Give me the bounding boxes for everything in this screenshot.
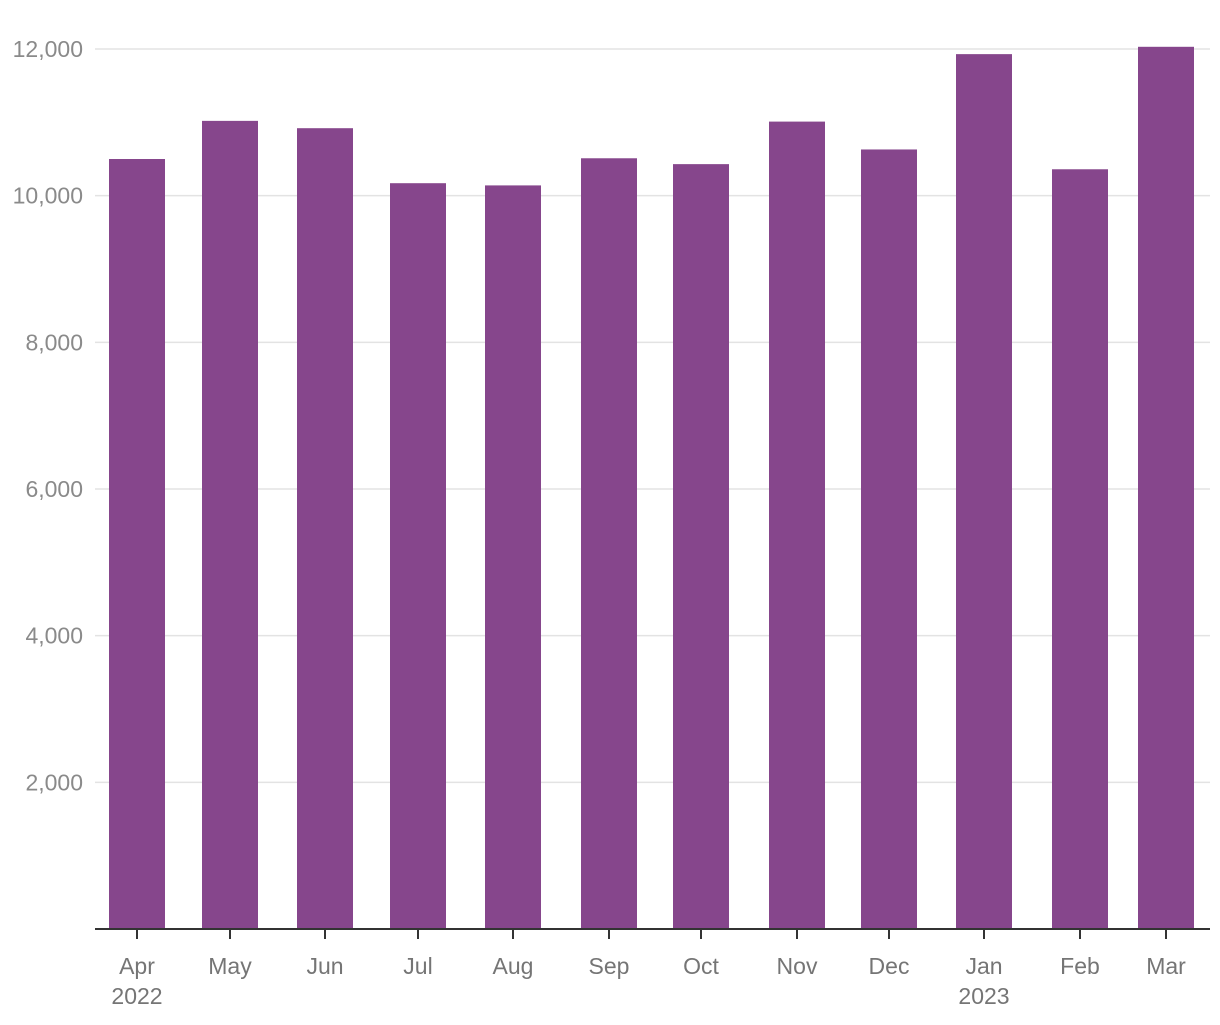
bars: [109, 46, 1194, 930]
y-tick-label-10000: 10,000: [13, 183, 83, 209]
x-year-label-2022: 2022: [111, 983, 162, 1009]
x-tick-label-mar: Mar: [1146, 953, 1186, 979]
bar-may: [202, 120, 258, 929]
bar-feb: [1052, 169, 1108, 929]
y-tick-label-2000: 2,000: [25, 769, 83, 795]
bar-jun: [297, 128, 353, 929]
x-year-label-2023: 2023: [958, 983, 1009, 1009]
bar-sep: [581, 158, 637, 929]
bar-apr: [109, 159, 165, 929]
x-tick-label-dec: Dec: [869, 953, 910, 979]
y-tick-label-8000: 8,000: [25, 329, 83, 355]
bar-mar: [1138, 46, 1194, 930]
x-tick-label-oct: Oct: [683, 953, 719, 979]
x-tick-label-aug: Aug: [493, 953, 534, 979]
bar-aug: [485, 185, 541, 929]
x-tick-label-nov: Nov: [777, 953, 818, 979]
bar-jul: [390, 183, 446, 929]
tick-labels: 2,000 4,000 6,000 8,000 10,000 12,000 Apr 2022 M…: [13, 36, 1186, 1009]
y-tick-label-6000: 6,000: [25, 476, 83, 502]
y-tick-label-4000: 4,000: [25, 623, 83, 649]
bar-nov: [769, 121, 825, 930]
bar-oct: [673, 164, 729, 930]
bar-jan: [956, 54, 1012, 929]
x-axis: [95, 928, 1210, 939]
x-tick-label-jul: Jul: [403, 953, 432, 979]
y-tick-label-12000: 12,000: [13, 36, 83, 62]
x-tick-label-apr: Apr: [119, 953, 155, 979]
x-tick-label-jan: Jan: [965, 953, 1002, 979]
x-tick-label-jun: Jun: [306, 953, 343, 979]
gridlines: [95, 48, 1210, 784]
x-tick-label-may: May: [208, 953, 252, 979]
x-tick-label-feb: Feb: [1060, 953, 1100, 979]
bar-dec: [861, 149, 917, 929]
x-tick-label-sep: Sep: [589, 953, 630, 979]
